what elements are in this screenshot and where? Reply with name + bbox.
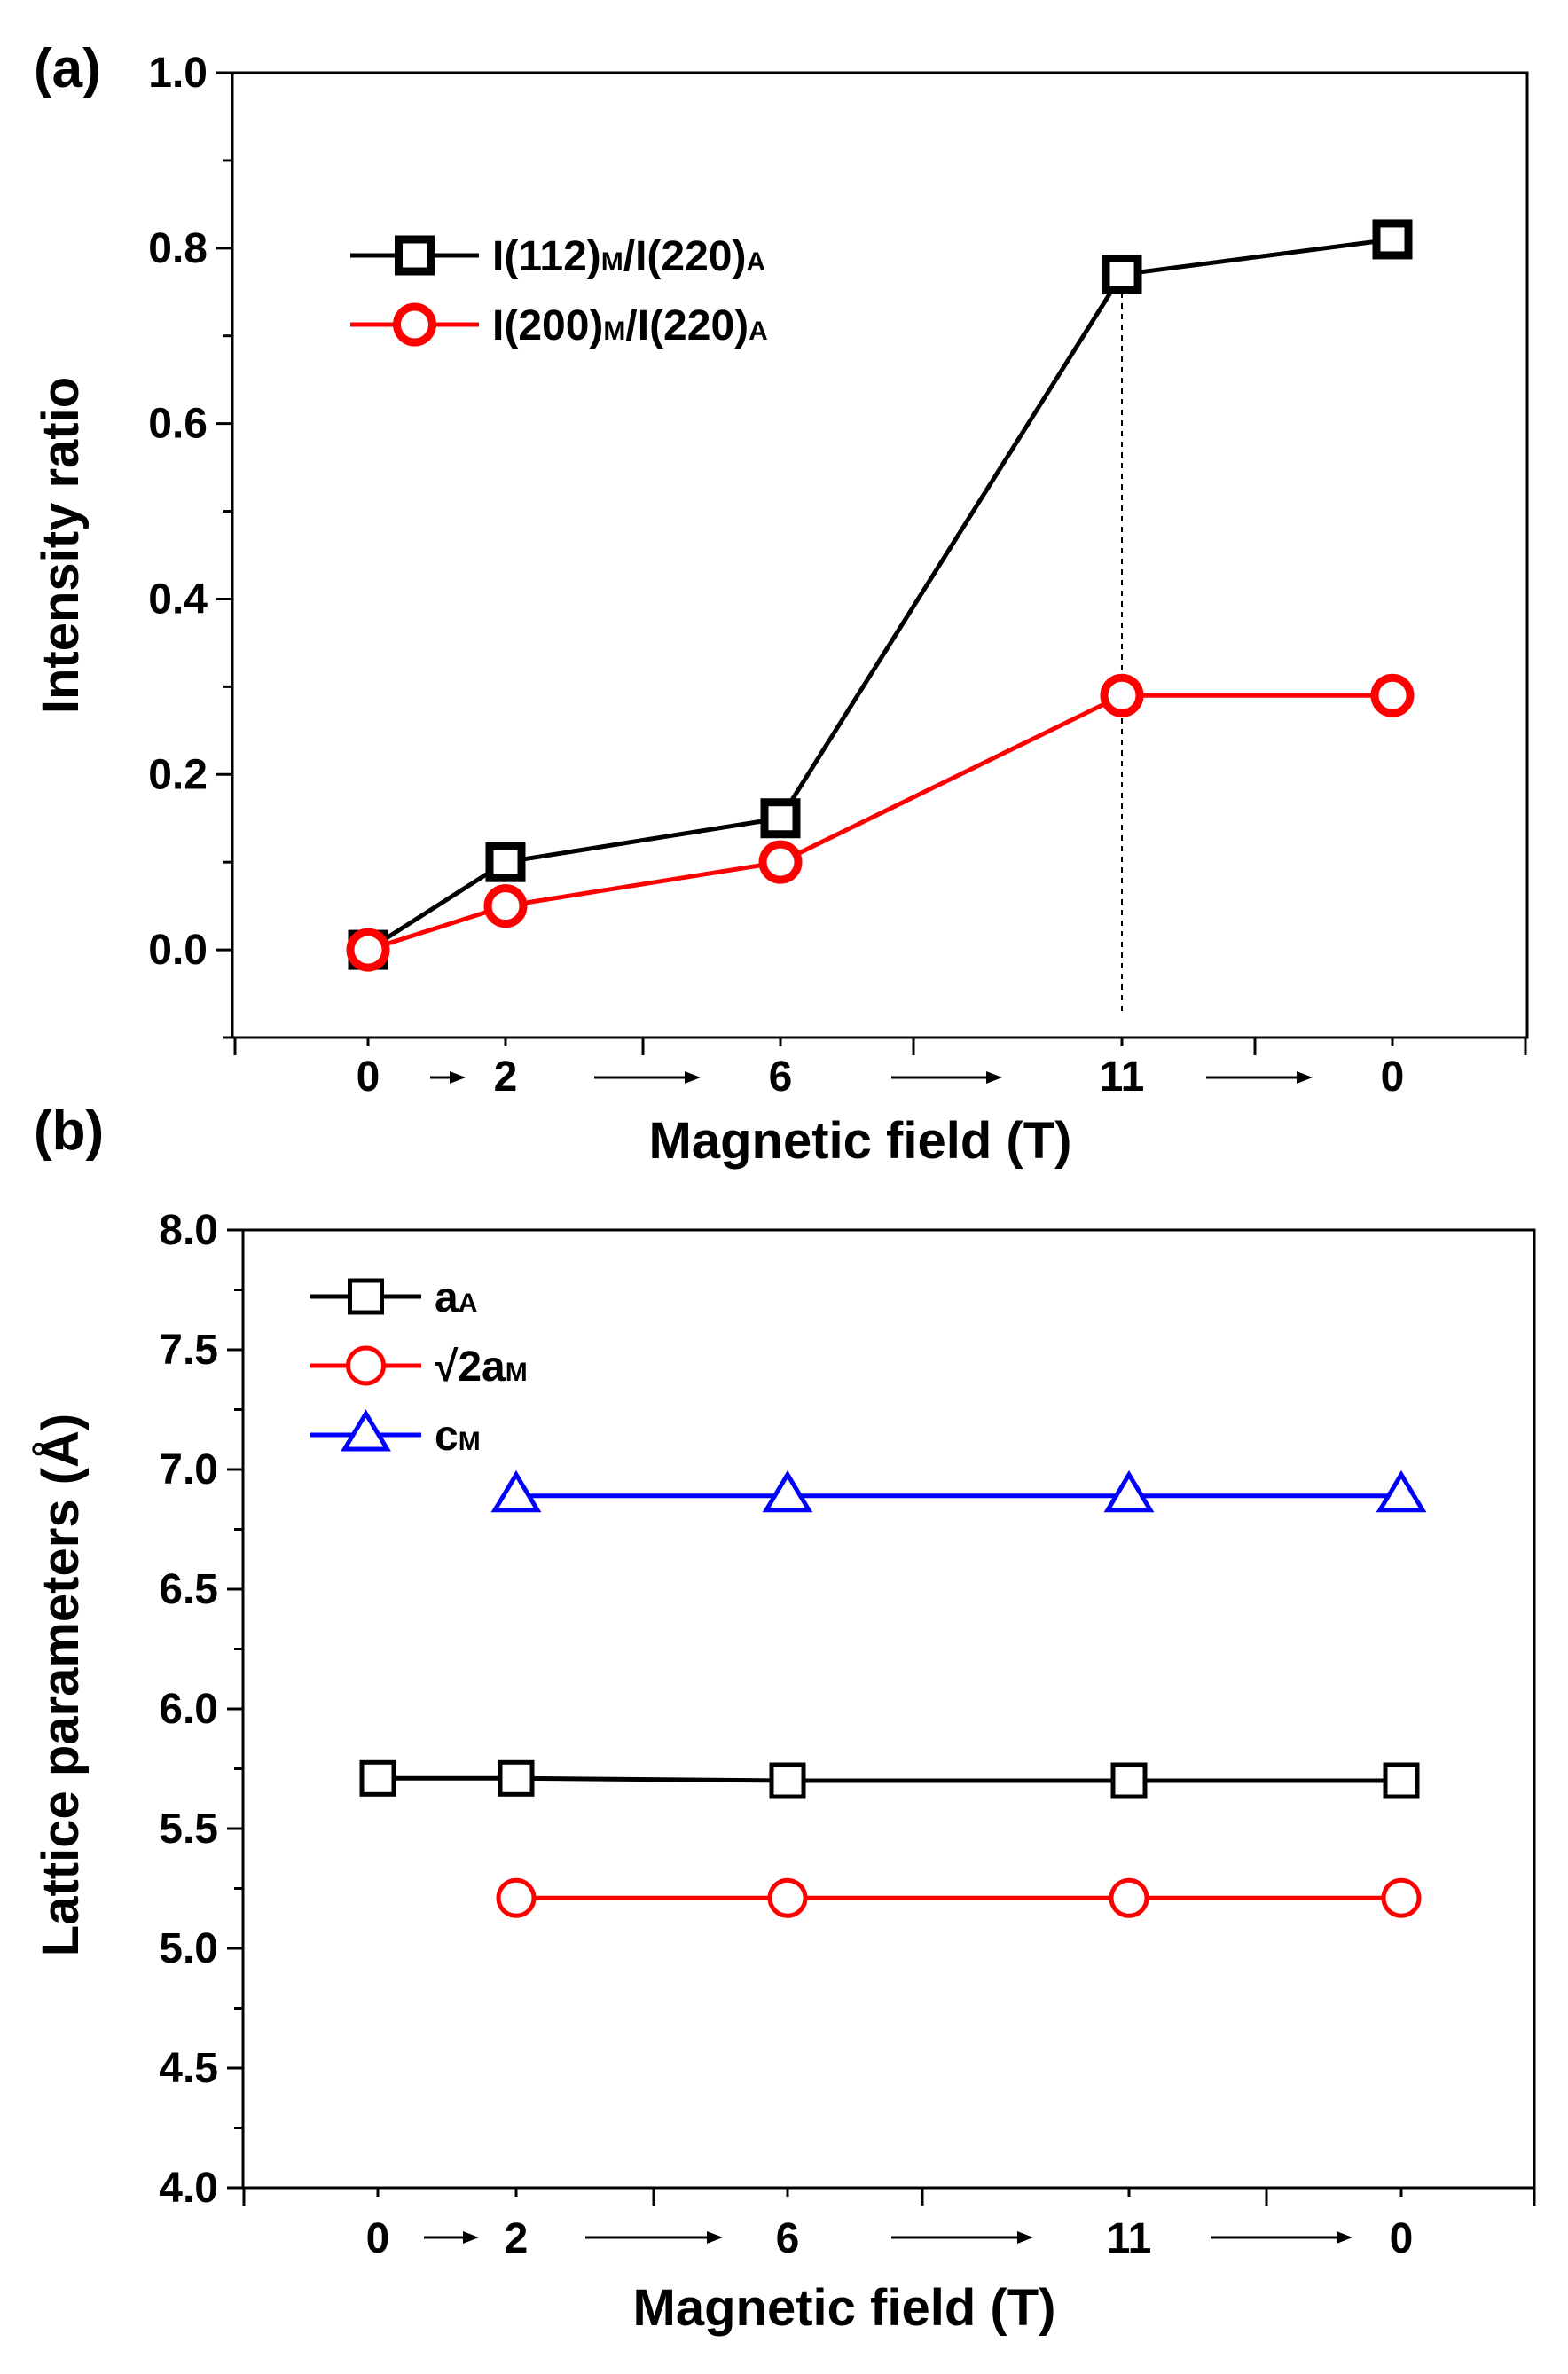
x-tick-label: 0	[1381, 1054, 1405, 1101]
panel-a: (a) 0.0 0.2 0.4 0.6 0.8 1.0 0 2 6 11 0 I(112)M/I(…	[32, 38, 1529, 1170]
legend-marker	[395, 235, 435, 276]
y-tick-label: 8.0	[159, 1207, 218, 1254]
data-point	[758, 840, 803, 884]
legend-marker	[393, 302, 436, 347]
panel-a-x-axis-title: Magnetic field (T)	[649, 1112, 1072, 1170]
data-point	[485, 842, 526, 882]
legend-item: √2aM	[310, 1344, 528, 1391]
y-tick-label: 0.2	[148, 751, 208, 798]
data-point	[1100, 673, 1144, 717]
x-axis-arrow	[430, 1071, 466, 1084]
legend-label: aA	[435, 1274, 477, 1321]
panel-a-y-axis: 0.0 0.2 0.4 0.6 0.8 1.0	[148, 50, 232, 1039]
x-tick-label: 11	[1107, 2215, 1152, 2262]
data-point	[359, 1759, 396, 1797]
y-tick-label: 7.0	[159, 1446, 218, 1493]
y-tick-label: 0.6	[148, 401, 208, 448]
data-point	[346, 928, 390, 972]
legend-label: I(200)M/I(220)A	[492, 302, 768, 349]
x-axis-arrow	[424, 2231, 479, 2244]
legend-marker	[341, 1409, 391, 1452]
panel-b-x-axis: 0 2 6 11 0	[242, 2188, 1536, 2262]
legend-label: I(112)M/I(220)A	[492, 233, 765, 280]
data-point	[1110, 1762, 1148, 1799]
legend-item: I(112)M/I(220)A	[350, 233, 765, 280]
y-tick-label: 6.5	[159, 1566, 218, 1613]
x-axis-arrow	[1211, 2231, 1352, 2244]
legend-marker	[346, 1345, 386, 1386]
panel-b-series	[359, 1469, 1427, 1918]
y-tick-label: 1.0	[148, 50, 208, 97]
data-point	[1383, 1762, 1420, 1799]
legend-item: aA	[310, 1274, 477, 1321]
panel-b-x-axis-title: Magnetic field (T)	[633, 2279, 1056, 2337]
x-tick-label: 2	[505, 2215, 529, 2262]
legend-marker	[348, 1278, 384, 1315]
legend-label: cM	[435, 1413, 481, 1460]
y-tick-label: 0.0	[148, 927, 208, 974]
data-point	[1102, 254, 1142, 294]
panel-b-legend: aA √2aM cM	[310, 1274, 528, 1460]
data-point	[1109, 1877, 1149, 1918]
y-tick-label: 0.4	[148, 576, 208, 623]
panel-a-label: (a)	[34, 38, 101, 99]
y-tick-label: 5.0	[159, 1925, 218, 1972]
data-point	[496, 1877, 537, 1918]
x-tick-label: 11	[1100, 1054, 1145, 1101]
panel-a-legend: I(112)M/I(220)A I(200)M/I(220)A	[350, 233, 768, 349]
x-tick-label: 0	[366, 2215, 390, 2262]
y-tick-label: 7.5	[159, 1327, 218, 1374]
x-tick-label: 2	[494, 1054, 518, 1101]
x-axis-arrow	[1206, 1071, 1313, 1084]
data-point	[483, 884, 528, 928]
legend-item: cM	[310, 1409, 481, 1460]
x-axis-arrow	[891, 1071, 1002, 1084]
data-point	[498, 1759, 535, 1797]
x-tick-label: 0	[1390, 2215, 1414, 2262]
data-point	[1376, 1469, 1427, 1513]
data-point	[490, 1469, 542, 1513]
panel-a-y-axis-title: Intensity ratio	[32, 377, 90, 714]
data-point	[1103, 1469, 1155, 1513]
y-tick-label: 4.5	[159, 2045, 218, 2092]
y-tick-label: 0.8	[148, 225, 208, 272]
data-point	[760, 798, 801, 839]
x-axis-arrow	[891, 2231, 1033, 2244]
x-tick-label: 6	[769, 1054, 793, 1101]
y-tick-label: 4.0	[159, 2165, 218, 2212]
panel-a-x-axis: 0 2 6 11 0	[233, 1038, 1527, 1101]
x-axis-arrow	[594, 1071, 701, 1084]
panel-b-y-axis-title: Lattice parameters (Å)	[32, 1414, 90, 1956]
y-tick-label: 5.5	[159, 1806, 218, 1853]
legend-item: I(200)M/I(220)A	[350, 302, 768, 349]
x-tick-label: 6	[776, 2215, 800, 2262]
panel-a-series	[346, 219, 1415, 972]
x-axis-arrow	[585, 2231, 723, 2244]
panel-a-plot-frame	[231, 71, 1529, 1039]
data-point	[769, 1762, 806, 1799]
panel-b-y-axis: 4.0 4.5 5.0 5.5 6.0 6.5 7.0 7.5 8.0	[159, 1207, 243, 2212]
panel-b: (b) 4.0 4.5 5.0 5.5 6.0 6.5 7.0 7.5 8.0 0 2 6 11 0 a…	[32, 1101, 1536, 2337]
data-point	[1372, 219, 1413, 260]
panel-b-label: (b)	[34, 1101, 104, 1162]
x-tick-label: 0	[357, 1054, 380, 1101]
data-point	[762, 1469, 813, 1513]
data-point	[1381, 1877, 1422, 1918]
y-tick-label: 6.0	[159, 1686, 218, 1733]
legend-label: √2aM	[435, 1344, 528, 1391]
data-point	[1370, 673, 1415, 717]
data-point	[767, 1877, 808, 1918]
